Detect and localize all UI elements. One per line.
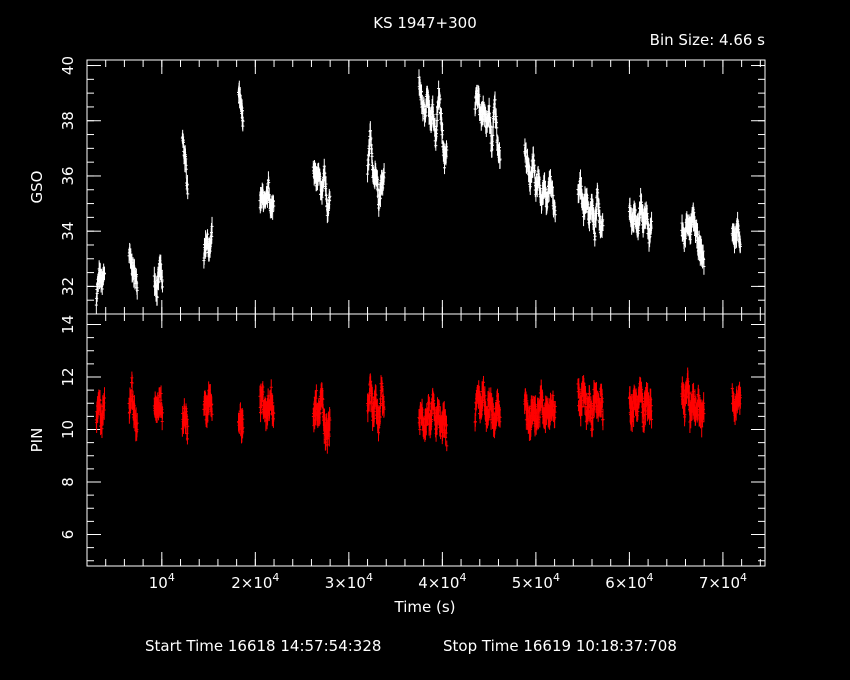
panel-frame	[86, 59, 766, 315]
data-segment	[523, 138, 557, 223]
chart-title: KS 1947+300	[373, 14, 477, 32]
y-tick-label: 40	[59, 56, 77, 75]
data-segment	[180, 129, 190, 200]
data-segment	[94, 260, 106, 314]
data-segment	[127, 242, 139, 300]
y-tick-label: 8	[59, 477, 77, 487]
gso-panel: 32 34 36 38 40 GSO	[28, 56, 766, 315]
y-tick-label: 12	[59, 367, 77, 386]
data-segment	[202, 381, 214, 429]
panel-frame	[86, 313, 766, 567]
y-tick-label: 36	[59, 166, 77, 185]
x-tick-label: 7×104	[699, 571, 747, 592]
x-tick-label: 5×104	[512, 571, 560, 592]
data-segment	[576, 375, 605, 438]
data-segment	[473, 84, 502, 169]
start-time-label: Start Time 16618 14:57:54:328	[145, 637, 381, 655]
data-segment	[366, 121, 386, 217]
data-segment	[258, 171, 276, 220]
y-tick-label: 38	[59, 111, 77, 130]
data-segment	[152, 254, 164, 306]
data-segment	[127, 371, 139, 442]
x-axis-label: Time (s)	[394, 598, 456, 616]
data-segment	[236, 402, 245, 444]
y-tick-label: 14	[59, 315, 77, 334]
data-segment	[523, 379, 557, 441]
x-tick-label: 2×104	[231, 571, 279, 592]
y-tick-label: 6	[59, 530, 77, 540]
y-tick-label: 34	[59, 222, 77, 241]
data-segment	[627, 376, 654, 434]
x-tick-label: 6×104	[605, 571, 653, 592]
x-tick-label: 3×104	[325, 571, 373, 592]
y-tick-label: 10	[59, 420, 77, 439]
data-segment	[576, 169, 605, 247]
y-tick-label: 32	[59, 277, 77, 296]
bin-size-label: Bin Size: 4.66 s	[650, 31, 766, 49]
data-segment	[730, 211, 742, 254]
data-segment	[152, 385, 164, 431]
data-segment	[202, 216, 214, 269]
data-segment	[311, 382, 332, 454]
stop-time-label: Stop Time 16619 10:18:37:708	[443, 637, 677, 655]
data-segment	[236, 80, 245, 132]
data-segment	[680, 367, 706, 438]
data-segment	[180, 398, 190, 445]
data-segment	[258, 379, 276, 432]
gso-axis-label: GSO	[28, 171, 46, 204]
x-axis: 104 2×104 3×104 4×104 5×104 6×104 7×104	[149, 571, 747, 592]
data-segment	[311, 158, 332, 224]
data-segment	[473, 375, 502, 439]
data-segment	[366, 373, 386, 442]
x-tick-label: 4×104	[418, 571, 466, 592]
data-segment	[680, 202, 706, 275]
data-segment	[730, 381, 742, 426]
data-segment	[94, 387, 106, 439]
pin-axis-label: PIN	[28, 428, 46, 453]
pin-panel: 6 8 10 12 14 PIN	[28, 313, 766, 567]
data-segment	[417, 69, 449, 175]
data-segment	[627, 187, 654, 252]
data-segment	[417, 387, 449, 452]
x-tick-label: 104	[149, 571, 175, 592]
